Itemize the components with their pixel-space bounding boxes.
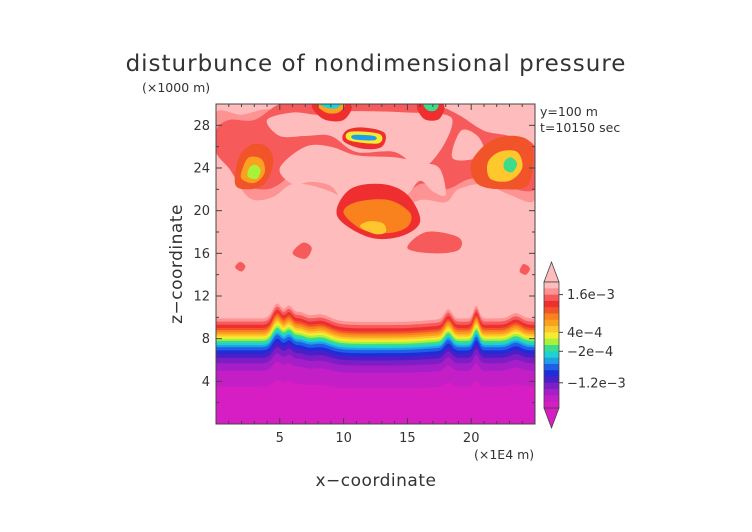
colorbar-swatch-15 (544, 376, 559, 384)
y-tick-label-2: 12 (193, 290, 210, 305)
colorbar-swatch-5 (544, 313, 559, 321)
colorbar-swatch-13 (544, 363, 559, 371)
contour-blob-10 (360, 221, 387, 235)
colorbar-swatch-19 (544, 401, 559, 409)
colorbar-swatch-17 (544, 389, 559, 396)
contour-hole-4 (451, 129, 485, 161)
y-tick-label-0: 4 (202, 375, 210, 390)
colorbar-swatch-2 (544, 294, 559, 302)
colorbar: 1.6e−3 4e−4 −2e−4 −1.2e−3 (543, 260, 626, 430)
y-unit-label: (×1000 m) (142, 80, 210, 95)
contour-blob-21 (351, 134, 377, 141)
contour-blob-7 (247, 164, 261, 180)
colorbar-swatch-11 (544, 351, 559, 358)
annotation-y-position: y=100 m (540, 104, 598, 119)
colorbar-label-0: 1.6e−3 (567, 288, 615, 303)
y-axis-label: z−coordinate (167, 204, 187, 324)
contour-blob-13 (503, 157, 518, 173)
colorbar-swatch-0 (544, 282, 559, 289)
colorbar-swatch-18 (544, 395, 559, 402)
contour-fill-layers (216, 104, 535, 424)
colorbar-swatch-1 (544, 288, 559, 295)
chart-title: disturbunce of nondimensional pressure (126, 51, 627, 77)
y-tick-label-4: 20 (193, 204, 210, 219)
colorbar-frame (543, 281, 560, 409)
colorbar-swatch-8 (544, 332, 559, 339)
annotation-time: t=10150 sec (540, 120, 620, 135)
x-tick-label-0: 5 (276, 431, 284, 446)
contour-features (216, 104, 535, 275)
colorbar-swatch-14 (544, 370, 559, 377)
contour-blob-22 (416, 104, 445, 121)
x-axis: 5 10 15 20 (228, 104, 523, 446)
contour-blob-25 (519, 263, 530, 275)
contour-blob-9 (343, 199, 412, 234)
y-tick-label-3: 16 (193, 247, 210, 262)
y-tick-label-6: 28 (193, 119, 210, 134)
x-axis-label: x−coordinate (316, 471, 437, 491)
colorbar-swatch-9 (544, 338, 559, 346)
y-axis: 4 8 12 16 20 24 28 (193, 119, 535, 404)
plot-frame (215, 103, 536, 425)
colorbar-swatch-12 (544, 357, 559, 365)
colorbar-swatch-16 (544, 382, 559, 390)
colorbar-under-triangle (543, 407, 560, 430)
contour-layer-19 (216, 379, 535, 424)
x-tick-label-2: 15 (399, 431, 416, 446)
y-tick-label-5: 24 (193, 162, 210, 177)
contour-blob-15 (292, 242, 312, 259)
colorbar-swatch-10 (544, 345, 559, 352)
colorbar-over-triangle (543, 260, 560, 283)
contour-blob-14 (407, 231, 463, 254)
contour-blob-24 (235, 261, 246, 272)
colorbar-swatch-7 (544, 326, 559, 333)
colorbar-swatch-3 (544, 300, 559, 308)
colorbar-label-2: −2e−4 (567, 345, 613, 360)
colorbar-swatch-4 (544, 307, 559, 314)
x-tick-label-3: 20 (463, 431, 480, 446)
y-tick-label-1: 8 (202, 332, 210, 347)
colorbar-swatch-6 (544, 319, 559, 327)
contour-blob-23 (423, 104, 439, 112)
x-tick-label-1: 10 (335, 431, 352, 446)
x-unit-label: (×1E4 m) (474, 447, 534, 462)
colorbar-label-3: −1.2e−3 (567, 376, 626, 391)
colorbar-label-1: 4e−4 (567, 326, 602, 341)
